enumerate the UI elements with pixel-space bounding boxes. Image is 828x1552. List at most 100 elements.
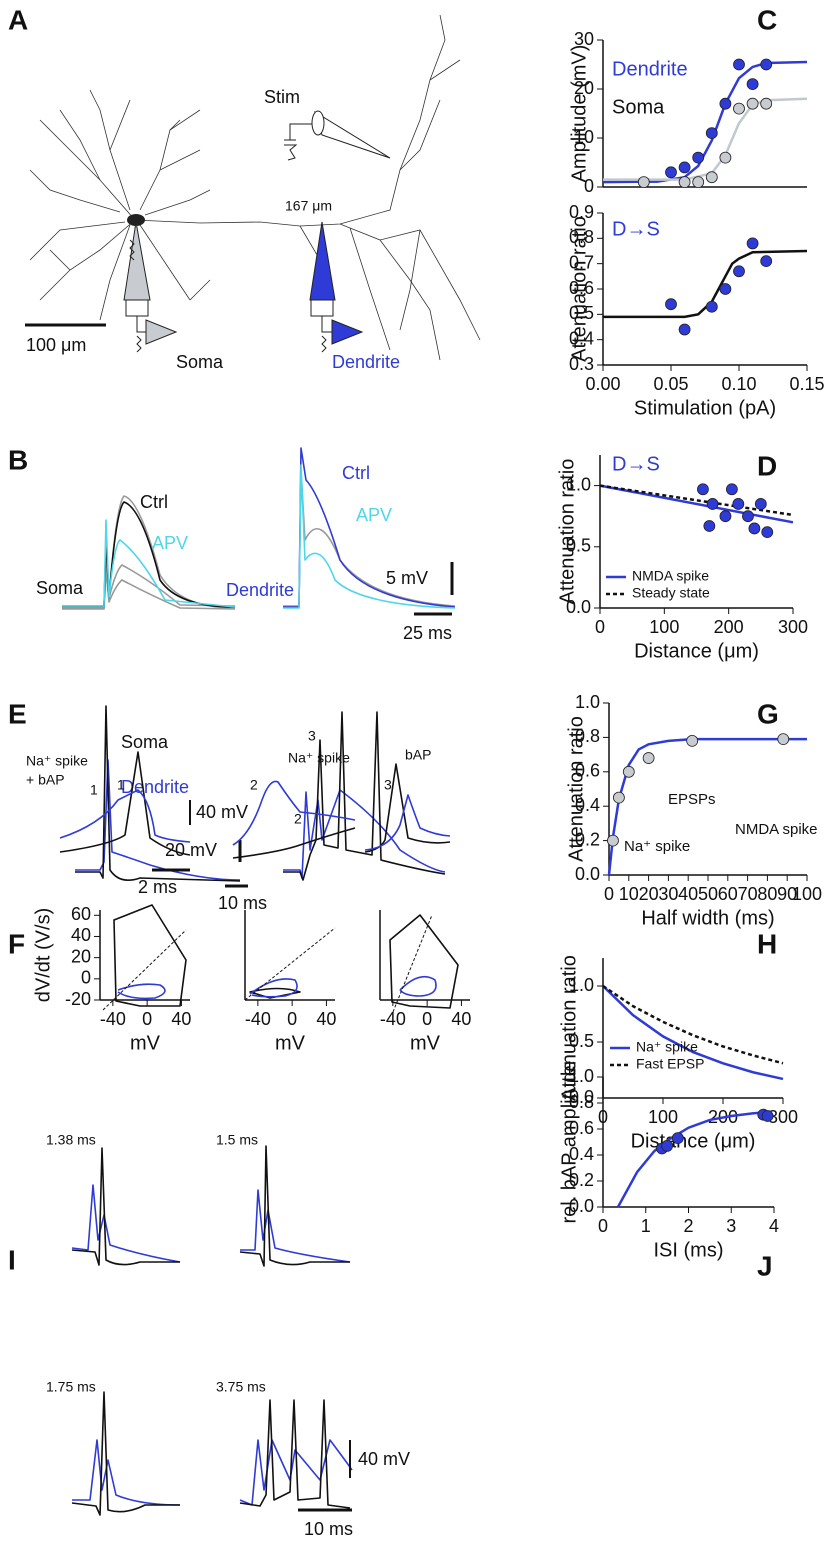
point: [607, 834, 619, 847]
y-tick-label: 0.8: [569, 1092, 594, 1112]
y-tick-label: 0.8: [569, 227, 594, 247]
label: 167 μm: [285, 198, 332, 214]
label: 1.38 ms: [46, 1132, 96, 1148]
y-axis-label: Attenuation ratio: [556, 459, 578, 605]
x-axis-label: Stimulation (pA): [634, 397, 776, 419]
point: [742, 510, 754, 523]
point: [746, 237, 759, 250]
annotation: D→S: [612, 218, 660, 240]
point: [733, 265, 745, 278]
label: 10 ms: [218, 893, 267, 913]
line: [616, 1110, 768, 1208]
line: [603, 249, 808, 319]
x-tick-label: 0.00: [585, 374, 620, 394]
soma: [127, 214, 145, 226]
annotation: D→S: [612, 453, 660, 475]
y-tick-label: 0.0: [569, 1196, 594, 1216]
y-tick-label: 0.5: [569, 1031, 594, 1051]
x-tick-label: -40: [100, 1009, 126, 1029]
x-tick-label: 0.10: [721, 374, 756, 394]
y-tick-label: 0.4: [575, 795, 600, 815]
y-tick-label: 1.0: [575, 692, 600, 712]
label: APV: [152, 533, 188, 553]
y-tick-label: 0.2: [569, 1170, 594, 1190]
label: Stim: [264, 87, 300, 107]
point: [703, 520, 716, 532]
y-tick-label: 0.5: [569, 303, 594, 323]
panel-label: I: [8, 1244, 16, 1275]
label: 40 mV: [196, 802, 248, 822]
annotation: Na⁺ spike: [624, 838, 690, 855]
x-tick-label: 300: [778, 617, 808, 637]
x-tick-label: 70: [738, 884, 758, 904]
x-tick-label: 100: [648, 1107, 678, 1127]
y-tick-label: 10: [574, 127, 594, 147]
y-tick-label: 0.0: [575, 864, 600, 884]
line: [599, 484, 794, 517]
y-axis-label: Attenuation ratio: [568, 216, 590, 362]
label: Ctrl: [342, 463, 370, 483]
label: 5 mV: [386, 568, 428, 588]
y-tick-label: 1.0: [569, 975, 594, 995]
legend-label: Fast EPSP: [636, 1056, 704, 1072]
label: APV: [356, 505, 392, 525]
y-tick-label: 1.0: [569, 1066, 594, 1086]
point: [761, 1110, 774, 1122]
point: [719, 510, 732, 523]
x-tick-label: 0.05: [653, 374, 688, 394]
label: bAP: [405, 747, 431, 763]
annotation: NMDA spike: [735, 821, 818, 838]
x-tick-label: 40: [171, 1009, 191, 1029]
point: [754, 498, 767, 510]
point: [661, 1140, 674, 1152]
label: 3.75 ms: [216, 1379, 266, 1395]
line: [602, 985, 784, 1081]
label: Dendrite: [226, 580, 294, 600]
y-tick-label: 0.6: [575, 761, 600, 781]
point: [761, 526, 774, 539]
x-tick-label: 100: [649, 617, 679, 637]
line: [607, 737, 807, 876]
x-tick-label: 300: [768, 1107, 798, 1127]
x-tick-label: 80: [757, 884, 777, 904]
y-tick-label: 0.9: [569, 202, 594, 222]
point: [671, 1132, 684, 1144]
x-axis-label: Half width (ms): [641, 907, 774, 929]
traces-b: [62, 447, 456, 616]
y-tick-label: 0.6: [569, 278, 594, 298]
point: [692, 176, 705, 189]
legend-label: NMDA spike: [632, 568, 709, 584]
point: [613, 791, 625, 804]
label: 1: [117, 777, 125, 793]
point: [706, 498, 719, 510]
label: 2: [250, 777, 258, 793]
line: [599, 484, 794, 524]
label: Ctrl: [140, 492, 168, 512]
label: Soma: [176, 352, 224, 372]
label: Soma: [36, 578, 84, 598]
line: [602, 984, 784, 1065]
x-tick-label: 30: [658, 884, 678, 904]
y-axis-label: rel. bAP amplitude: [558, 1060, 580, 1223]
point: [760, 97, 773, 110]
y-tick-label: 20: [574, 78, 594, 98]
traces-e: [75, 705, 446, 888]
y-tick-label: 0.4: [569, 1144, 594, 1164]
x-tick-label: 0: [287, 1009, 297, 1029]
label: Na⁺ spike: [26, 753, 88, 769]
x-tick-label: 0: [604, 884, 614, 904]
x-tick-label: 50: [698, 884, 718, 904]
point: [760, 58, 773, 71]
point: [622, 765, 635, 778]
x-tick-label: 40: [451, 1009, 471, 1029]
point: [686, 734, 699, 747]
point: [678, 161, 691, 174]
x-tick-label: 40: [678, 884, 698, 904]
x-axis-label: ISI (ms): [654, 1239, 724, 1261]
label: 3: [384, 777, 392, 793]
label: 25 ms: [403, 623, 452, 643]
label: 10 ms: [304, 1519, 353, 1539]
point: [733, 58, 745, 71]
y-tick-label: 0.6: [569, 1118, 594, 1138]
phase-loops: [102, 904, 459, 1013]
